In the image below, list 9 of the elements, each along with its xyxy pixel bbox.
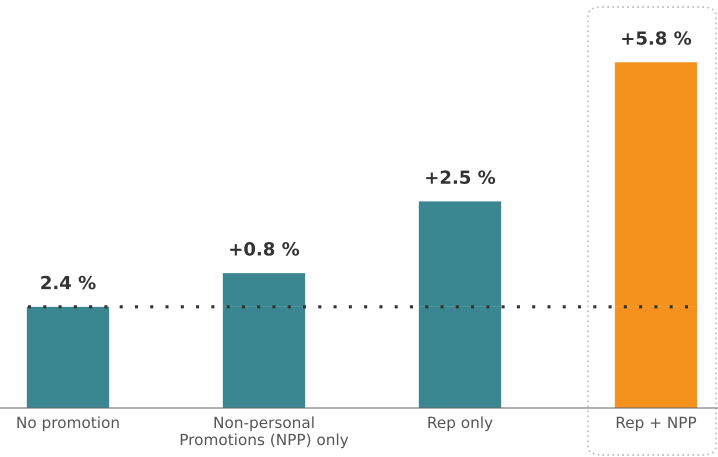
data-label: +0.8 % xyxy=(230,242,300,256)
data-label: 2.4 % xyxy=(41,276,96,290)
x-tick-label: Non-personal Promotions (NPP) only xyxy=(180,416,348,448)
x-tick-label: Rep + NPP xyxy=(616,416,696,432)
data-label: +5.8 % xyxy=(622,31,692,45)
x-tick-label: Rep only xyxy=(428,416,493,432)
bar xyxy=(26,306,110,408)
x-tick-label: No promotion xyxy=(17,416,119,432)
data-label: +2.5 % xyxy=(426,170,496,184)
